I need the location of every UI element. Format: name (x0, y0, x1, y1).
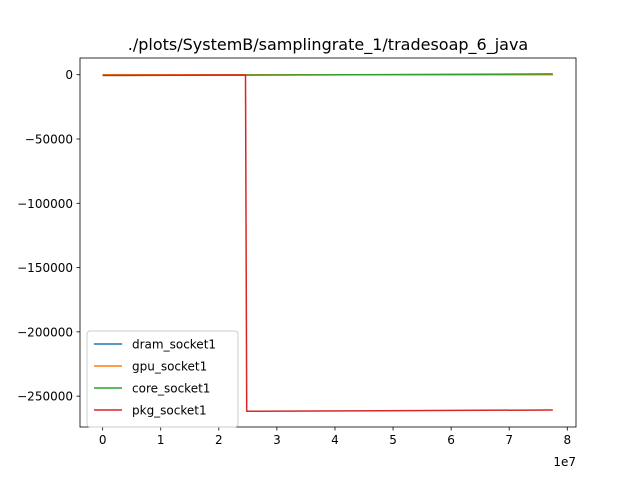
y-tick-label: 0 (65, 68, 73, 82)
x-tick-label: 5 (389, 433, 397, 447)
legend-label-dram-socket1: dram_socket1 (132, 338, 216, 352)
series-line-pkg-socket1 (102, 74, 553, 413)
y-tick-label: −100000 (17, 197, 73, 211)
y-tick-label: −250000 (17, 390, 73, 404)
x-offset-label: 1e7 (553, 455, 576, 469)
chart-title: ./plots/SystemB/samplingrate_1/tradesoap… (128, 35, 528, 55)
axes: 0 1 2 3 4 5 6 7 8 0 −50000 −100000 −150000 −200000 −25… (17, 57, 577, 447)
legend-label-core-socket1: core_socket1 (132, 382, 210, 396)
x-tick-label: 6 (447, 433, 455, 447)
plot-area (102, 73, 553, 413)
x-tick-label: 4 (331, 433, 339, 447)
x-tick-label: 2 (215, 433, 223, 447)
x-tick-label: 1 (157, 433, 165, 447)
y-tick-label: −150000 (17, 261, 73, 275)
legend: dram_socket1 gpu_socket1 core_socket1 pkg_s… (86, 330, 239, 428)
axes-frame (79, 57, 577, 428)
x-tick-label: 0 (99, 433, 107, 447)
y-tick-label: −200000 (17, 325, 73, 339)
legend-label-gpu-socket1: gpu_socket1 (132, 360, 207, 374)
y-tick-label: −50000 (25, 133, 73, 147)
legend-box (86, 330, 239, 428)
x-tick-label: 8 (563, 433, 571, 447)
x-tick-label: 3 (273, 433, 281, 447)
legend-label-pkg-socket1: pkg_socket1 (132, 404, 207, 418)
x-tick-label: 7 (505, 433, 513, 447)
